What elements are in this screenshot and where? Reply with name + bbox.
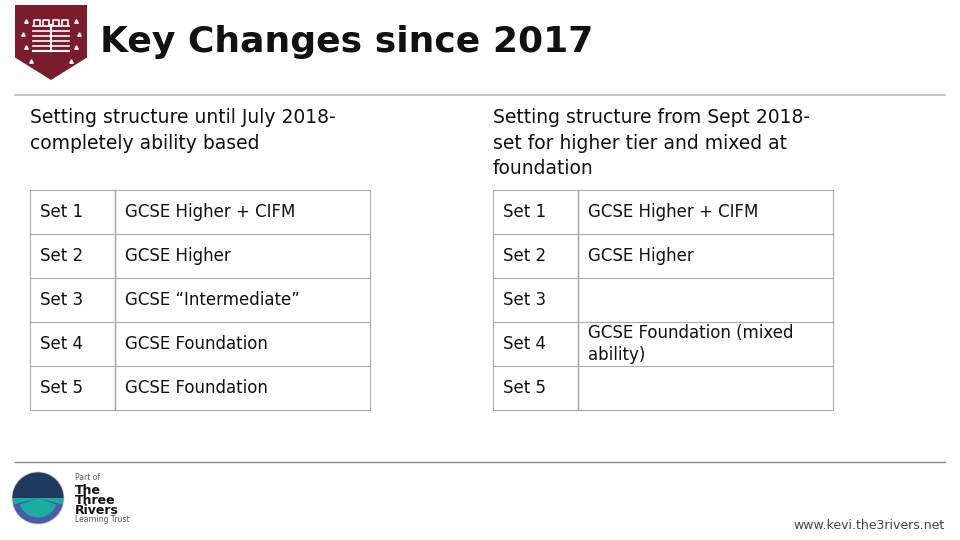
Text: Key Changes since 2017: Key Changes since 2017 [100,25,593,59]
Wedge shape [12,472,64,498]
Text: www.kevi.the3rivers.net: www.kevi.the3rivers.net [794,519,945,532]
Bar [493,190,833,410]
Text: Set 5: Set 5 [40,379,83,397]
Text: Setting structure from Sept 2018-
set for higher tier and mixed at
foundation: Setting structure from Sept 2018- set fo… [493,108,810,179]
Text: The: The [75,483,101,496]
Text: Set 4: Set 4 [503,335,546,353]
Text: Set 3: Set 3 [40,291,84,309]
Text: Set 4: Set 4 [40,335,83,353]
Text: Set 5: Set 5 [503,379,546,397]
Bar [30,190,370,410]
Text: Set 1: Set 1 [503,203,546,221]
Text: Three: Three [75,494,115,507]
Text: Part of: Part of [75,474,100,483]
Wedge shape [12,498,63,524]
Text: GCSE “Intermediate”: GCSE “Intermediate” [125,291,300,309]
Text: GCSE Foundation: GCSE Foundation [125,335,268,353]
Text: GCSE Higher + CIFM: GCSE Higher + CIFM [125,203,296,221]
Text: GCSE Foundation (mixed
ability): GCSE Foundation (mixed ability) [588,324,794,364]
Wedge shape [12,498,64,524]
Wedge shape [19,498,57,517]
Text: Set 2: Set 2 [503,247,546,265]
Text: GCSE Higher: GCSE Higher [125,247,230,265]
Text: Set 3: Set 3 [503,291,546,309]
Text: GCSE Foundation: GCSE Foundation [125,379,268,397]
Text: Set 2: Set 2 [40,247,84,265]
Text: GCSE Higher + CIFM: GCSE Higher + CIFM [588,203,758,221]
Text: GCSE Higher: GCSE Higher [588,247,694,265]
Text: Rivers: Rivers [75,503,119,516]
Text: Set 1: Set 1 [40,203,84,221]
Text: Learning Trust: Learning Trust [75,516,130,524]
Text: Setting structure until July 2018-
completely ability based: Setting structure until July 2018- compl… [30,108,336,153]
Polygon shape [15,5,87,80]
